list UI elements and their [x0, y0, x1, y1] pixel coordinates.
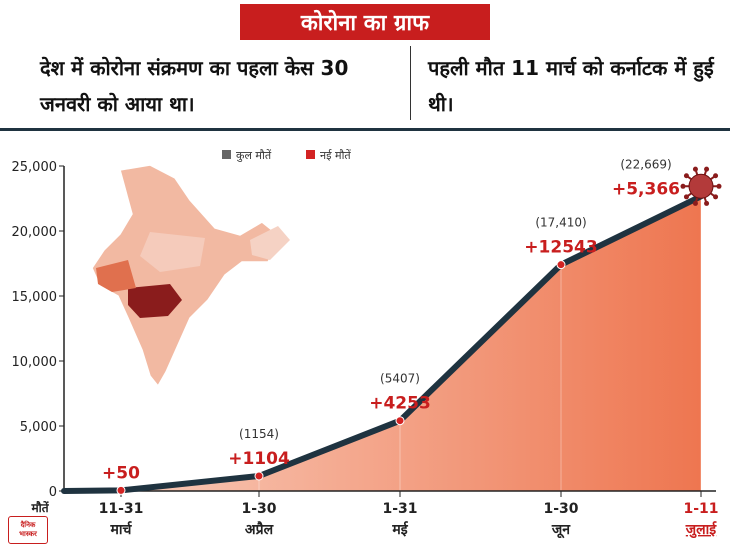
legend-label: नई मौतें: [320, 149, 351, 162]
virus-spike-tip: [704, 166, 710, 172]
y-tick-label: 5,000: [20, 420, 57, 435]
virus-spike-tip: [680, 183, 686, 189]
x-tick-label: 1-30: [543, 501, 578, 517]
brand-line1: दैनिक: [20, 521, 36, 529]
area-fill: [64, 196, 701, 492]
first-death-note: पहली मौत 11 मार्च को कर्नाटक में हुई थी।: [428, 56, 714, 116]
map-region-light: [140, 232, 205, 272]
brand-line2: भास्कर: [19, 530, 37, 538]
virus-spike-tip: [713, 194, 719, 200]
virus-spike-tip: [713, 173, 719, 179]
virus-spike-tip: [704, 200, 710, 206]
brand-logo: दैनिक भास्कर: [8, 516, 48, 544]
india-map-illustration: [91, 164, 290, 388]
x-tick-label: मई: [391, 521, 408, 538]
new-deaths-label: +4253: [369, 394, 431, 414]
x-tick-label: मार्च: [110, 521, 133, 538]
data-point: [556, 260, 566, 270]
legend-swatch: [222, 150, 231, 159]
new-deaths-label: +1104: [228, 449, 290, 469]
virus-spike-tip: [692, 166, 698, 172]
plot-area: 0 5,000 10,000 15,000 20,000 25,000 11-31 मार्च…: [12, 149, 722, 539]
chart-title: कोरोना का ग्राफ: [240, 4, 490, 40]
x-tick-label: अप्रैल: [245, 521, 274, 538]
total-deaths-label: (5407): [380, 372, 420, 386]
x-tick-label: 1-11: [683, 501, 718, 517]
y-tick-label: 15,000: [12, 290, 58, 305]
data-point: [395, 416, 405, 426]
x-axis-label: मौतें: [30, 501, 49, 515]
total-deaths-label: (22,669): [620, 157, 671, 171]
data-point: [116, 485, 126, 495]
x-tick-label: 11-31: [99, 501, 144, 517]
total-deaths-label: (17,410): [535, 216, 586, 230]
new-deaths-label: +12543: [524, 238, 597, 258]
legend-label: कुल मौतें: [236, 149, 272, 162]
legend-swatch: [306, 150, 315, 159]
x-tick-label: 1-31: [382, 501, 417, 517]
data-point: [254, 471, 264, 481]
x-tick-label: जुलाई: [685, 521, 718, 539]
map-region-dark: [128, 284, 182, 318]
first-case-note: देश में कोरोना संक्रमण का पहला केस 30 जन…: [40, 56, 349, 116]
virus-spike-tip: [692, 200, 698, 206]
info-divider: [410, 46, 411, 120]
virus-spike-tip: [683, 173, 689, 179]
y-tick-label: 10,000: [12, 355, 58, 370]
new-deaths-label: +50: [102, 463, 140, 483]
total-deaths-label: (1154): [239, 427, 279, 441]
y-tick-label: 20,000: [12, 225, 58, 240]
y-tick-label: 0: [49, 485, 57, 500]
info-row: देश में कोरोना संक्रमण का पहला केस 30 जन…: [0, 46, 730, 131]
virus-spike-tip: [716, 183, 722, 189]
x-tick-label: 1-30: [241, 501, 276, 517]
y-tick-label: 25,000: [12, 160, 58, 175]
map-region-mid: [96, 260, 136, 292]
india-map-shape: [91, 164, 283, 388]
virus-spike-tip: [683, 194, 689, 200]
map-northeast: [250, 226, 290, 260]
virus-icon: [688, 173, 714, 199]
total-deaths-line: [61, 193, 704, 494]
new-deaths-label: +5,366: [612, 179, 680, 199]
x-tick-label: जून: [551, 522, 571, 539]
